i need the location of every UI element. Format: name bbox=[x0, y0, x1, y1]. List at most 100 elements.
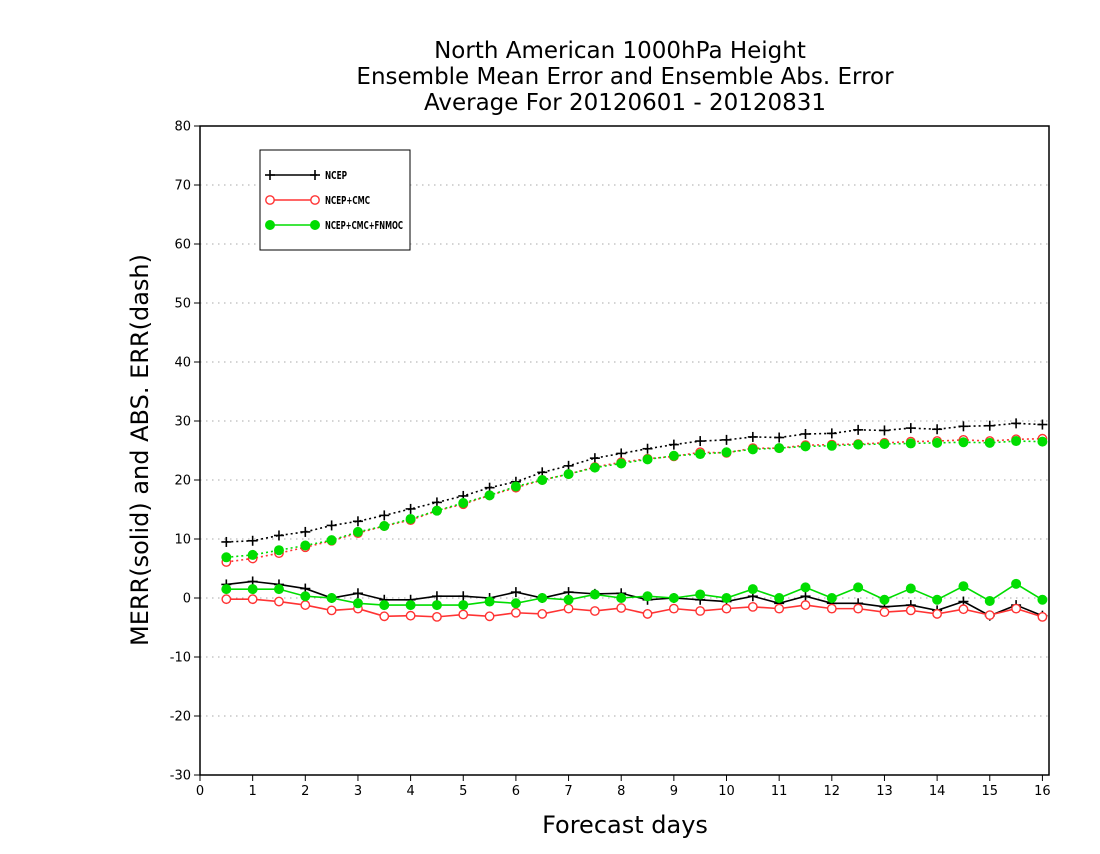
open-circle-marker bbox=[1037, 611, 1048, 622]
plus-marker bbox=[879, 425, 890, 436]
filled-circle-marker bbox=[247, 549, 258, 560]
filled-circle-marker bbox=[458, 498, 469, 509]
plus-marker bbox=[642, 443, 653, 454]
filled-circle-marker bbox=[984, 437, 995, 448]
open-circle-marker bbox=[747, 601, 758, 612]
open-circle-marker bbox=[458, 609, 469, 620]
plus-marker bbox=[310, 170, 320, 180]
series-abs-err bbox=[221, 433, 1048, 567]
plus-marker bbox=[405, 503, 416, 514]
x-tick-label: 1 bbox=[249, 784, 257, 799]
filled-circle-marker bbox=[616, 593, 627, 604]
y-tick-label: 10 bbox=[174, 533, 191, 548]
y-axis-title: MERR(solid) and ABS. ERR(dash) bbox=[126, 254, 154, 646]
plot-frame bbox=[199, 125, 1050, 776]
plus-marker bbox=[1037, 419, 1048, 430]
plus-marker bbox=[774, 432, 785, 443]
filled-circle-marker bbox=[853, 582, 864, 593]
plus-marker bbox=[826, 428, 837, 439]
y-tick-label: 70 bbox=[174, 179, 191, 194]
filled-circle-marker bbox=[589, 462, 600, 473]
open-circle-marker bbox=[274, 596, 284, 607]
filled-circle-marker bbox=[309, 219, 320, 230]
filled-circle-marker bbox=[853, 439, 864, 450]
filled-circle-marker bbox=[774, 593, 785, 604]
x-tick-label: 5 bbox=[459, 784, 467, 799]
x-tick-label: 14 bbox=[929, 784, 946, 799]
series-merr bbox=[221, 594, 1048, 622]
filled-circle-marker bbox=[721, 447, 732, 458]
abs-err-line bbox=[226, 440, 1043, 559]
plus-marker bbox=[352, 516, 363, 527]
open-circle-marker bbox=[800, 600, 811, 610]
plus-marker bbox=[747, 431, 758, 442]
y-tick-label: 40 bbox=[174, 356, 191, 371]
open-circle-marker bbox=[247, 594, 258, 605]
filled-circle-marker bbox=[1037, 436, 1048, 447]
open-circle-marker bbox=[774, 603, 785, 614]
y-tick-label: 80 bbox=[174, 120, 191, 135]
filled-circle-marker bbox=[484, 490, 495, 501]
plus-marker bbox=[695, 436, 706, 447]
filled-circle-marker bbox=[405, 600, 416, 611]
x-axis-title: Forecast days bbox=[542, 811, 708, 839]
filled-circle-marker bbox=[932, 594, 943, 605]
plus-marker bbox=[510, 587, 521, 598]
filled-circle-marker bbox=[379, 600, 390, 611]
filled-circle-marker bbox=[1011, 436, 1022, 447]
x-tick-label: 3 bbox=[354, 784, 362, 799]
y-tick-label: -30 bbox=[170, 769, 191, 784]
plus-marker bbox=[431, 591, 442, 602]
filled-circle-marker bbox=[721, 593, 732, 604]
filled-circle-marker bbox=[379, 521, 390, 532]
chart-title-line-3: Average For 20120601 - 20120831 bbox=[424, 90, 826, 116]
x-tick-label: 15 bbox=[981, 784, 998, 799]
y-tick-label: 50 bbox=[174, 297, 191, 312]
y-tick-label: 30 bbox=[174, 415, 191, 430]
filled-circle-marker bbox=[352, 598, 363, 609]
filled-circle-marker bbox=[668, 450, 679, 461]
filled-circle-marker bbox=[563, 469, 574, 480]
filled-circle-marker bbox=[221, 584, 232, 595]
x-tick-label: 2 bbox=[301, 784, 309, 799]
open-circle-marker bbox=[826, 603, 837, 614]
open-circle-marker bbox=[563, 603, 574, 614]
filled-circle-marker bbox=[247, 584, 258, 595]
filled-circle-marker bbox=[431, 505, 442, 516]
x-tick-label: 6 bbox=[512, 784, 520, 799]
open-circle-marker bbox=[484, 611, 495, 622]
x-tick-label: 4 bbox=[406, 784, 414, 799]
open-circle-marker bbox=[984, 610, 995, 621]
plus-marker bbox=[300, 526, 311, 537]
plus-marker bbox=[668, 439, 679, 450]
filled-circle-marker bbox=[458, 600, 469, 611]
series-abs-err bbox=[221, 418, 1048, 547]
open-circle-marker bbox=[221, 594, 232, 605]
x-tick-label: 16 bbox=[1034, 784, 1051, 799]
open-circle-marker bbox=[668, 603, 679, 614]
filled-circle-marker bbox=[747, 444, 758, 455]
y-tick-label: -20 bbox=[170, 710, 191, 725]
filled-circle-marker bbox=[484, 596, 495, 607]
filled-circle-marker bbox=[405, 513, 416, 524]
filled-circle-marker bbox=[905, 438, 916, 449]
filled-circle-marker bbox=[774, 443, 785, 454]
plus-marker bbox=[589, 453, 600, 464]
filled-circle-marker bbox=[510, 481, 521, 492]
plus-marker bbox=[379, 510, 390, 521]
filled-circle-marker bbox=[273, 584, 284, 595]
filled-circle-marker bbox=[932, 437, 943, 448]
plus-marker bbox=[800, 591, 811, 602]
filled-circle-marker bbox=[616, 458, 627, 469]
open-circle-marker bbox=[265, 195, 275, 205]
legend-label: NCEP+CMC+FNMOC bbox=[325, 219, 403, 232]
y-tick-label: 20 bbox=[174, 474, 191, 489]
open-circle-marker bbox=[405, 610, 416, 621]
plus-marker bbox=[1011, 418, 1022, 429]
legend-label: NCEP bbox=[325, 169, 347, 182]
filled-circle-marker bbox=[800, 582, 811, 593]
filled-circle-marker bbox=[264, 219, 275, 230]
open-circle-marker bbox=[616, 603, 627, 613]
chart-title: North American 1000hPa Height Ensemble M… bbox=[356, 38, 894, 116]
